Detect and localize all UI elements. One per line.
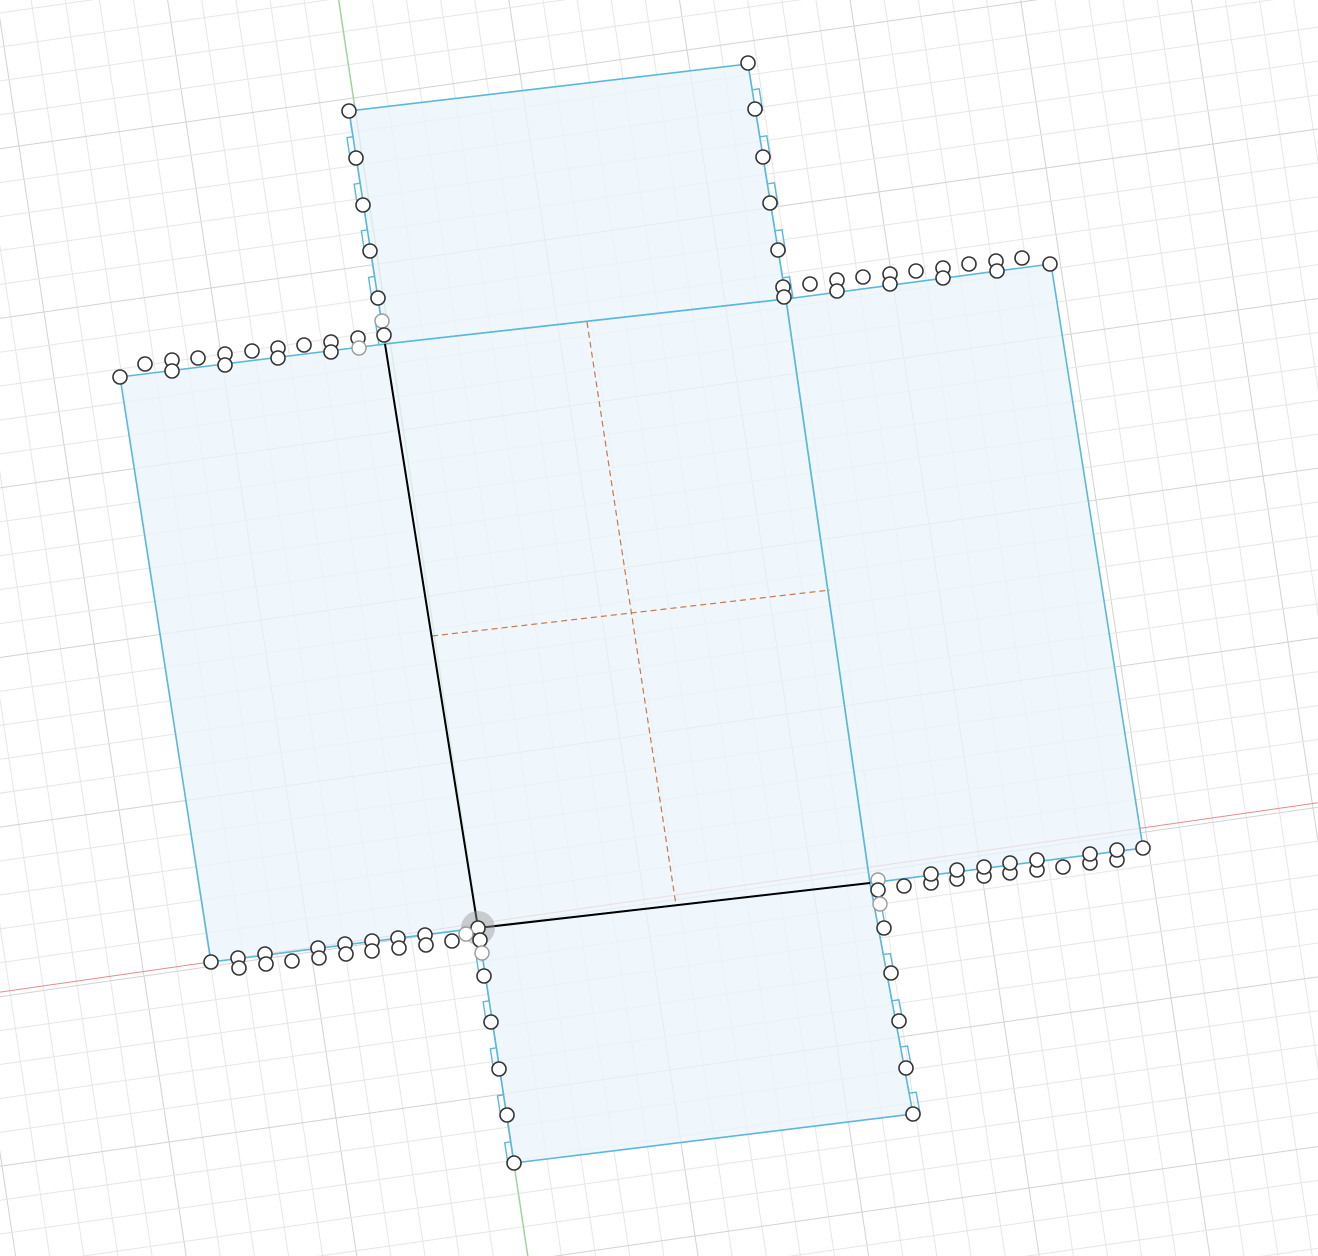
sketch-point[interactable] bbox=[776, 289, 792, 305]
sketch-faces bbox=[119, 63, 1144, 1164]
grid-line bbox=[0, 0, 803, 116]
sketch-point[interactable] bbox=[891, 1013, 907, 1029]
center-left-edge[interactable] bbox=[384, 343, 479, 929]
grid-line bbox=[0, 0, 10, 1256]
sketch-point[interactable] bbox=[458, 926, 474, 942]
sketch-point[interactable] bbox=[476, 968, 492, 984]
sketch-point[interactable] bbox=[896, 878, 912, 894]
sketch-point[interactable] bbox=[112, 369, 128, 385]
sketch-point[interactable] bbox=[1135, 840, 1151, 856]
sketch-point[interactable] bbox=[855, 269, 871, 285]
selected-edges bbox=[384, 343, 871, 929]
sketch-point[interactable] bbox=[499, 1107, 515, 1123]
sketch-point[interactable] bbox=[311, 950, 327, 966]
vertical-centerline[interactable] bbox=[586, 321, 677, 906]
sketch-point[interactable] bbox=[829, 283, 845, 299]
grid-line bbox=[316, 1112, 1318, 1256]
sketch-points bbox=[112, 55, 1151, 1171]
sketch-point[interactable] bbox=[883, 965, 899, 981]
sketch-point[interactable] bbox=[908, 263, 924, 279]
sketch-point[interactable] bbox=[348, 150, 364, 166]
sketch-point[interactable] bbox=[1029, 852, 1045, 868]
grid-line bbox=[80, 1078, 1318, 1256]
sketch-point[interactable] bbox=[391, 940, 407, 956]
sketch-point[interactable] bbox=[770, 242, 786, 258]
sketch-point[interactable] bbox=[1014, 250, 1030, 266]
grid-line bbox=[0, 469, 119, 1256]
grid-line bbox=[0, 0, 1318, 28]
sketch-point[interactable] bbox=[483, 1014, 499, 1030]
sketch-point[interactable] bbox=[444, 933, 460, 949]
sketch-point[interactable] bbox=[976, 859, 992, 875]
sketch-point[interactable] bbox=[270, 350, 286, 366]
sketch-point[interactable] bbox=[506, 1155, 522, 1171]
sketch-point[interactable] bbox=[258, 956, 274, 972]
sketch-point[interactable] bbox=[203, 954, 219, 970]
sketch-point[interactable] bbox=[474, 945, 490, 961]
sketch-point[interactable] bbox=[762, 195, 778, 211]
grid-line bbox=[1259, 0, 1318, 392]
sketch-point[interactable] bbox=[740, 55, 756, 71]
sketch-point[interactable] bbox=[898, 1060, 914, 1076]
construction-lines bbox=[431, 321, 831, 906]
sketch-point[interactable] bbox=[1082, 846, 1098, 862]
sketch-point[interactable] bbox=[418, 937, 434, 953]
sketch-point[interactable] bbox=[190, 350, 206, 366]
sketch-point[interactable] bbox=[137, 356, 153, 372]
sketch-point[interactable] bbox=[472, 932, 488, 948]
center-bottom-edge[interactable] bbox=[477, 882, 871, 929]
grid-line bbox=[1247, 0, 1318, 1256]
sketch-point[interactable] bbox=[364, 943, 380, 959]
sketch-point[interactable] bbox=[1109, 842, 1125, 858]
top-flap[interactable] bbox=[348, 63, 787, 345]
grid-line bbox=[0, 0, 567, 82]
sketch-point[interactable] bbox=[1055, 859, 1071, 875]
sketch-point[interactable] bbox=[755, 149, 771, 165]
sketch-point[interactable] bbox=[882, 276, 898, 292]
grid-line bbox=[1224, 0, 1318, 618]
sketch-point[interactable] bbox=[370, 290, 386, 306]
sketch-point[interactable] bbox=[747, 101, 763, 117]
sketch-point[interactable] bbox=[231, 960, 247, 976]
sketch-point[interactable] bbox=[989, 263, 1005, 279]
sketch-point[interactable] bbox=[351, 340, 367, 356]
sketch-point[interactable] bbox=[362, 243, 378, 259]
sketch-point[interactable] bbox=[802, 276, 818, 292]
sketch-point[interactable] bbox=[876, 920, 892, 936]
sketch-point[interactable] bbox=[323, 344, 339, 360]
sketch-point[interactable] bbox=[870, 882, 886, 898]
grid-line bbox=[1260, 1247, 1318, 1256]
sketch-point[interactable] bbox=[905, 1106, 921, 1122]
sketch-point[interactable] bbox=[244, 343, 260, 359]
sketch-point[interactable] bbox=[341, 103, 357, 119]
grid-line bbox=[1024, 1213, 1318, 1256]
sketch-point[interactable] bbox=[376, 327, 392, 343]
sketch-point[interactable] bbox=[374, 313, 390, 329]
sketch-point[interactable] bbox=[491, 1061, 507, 1077]
sketch-point[interactable] bbox=[217, 357, 233, 373]
grid-line bbox=[788, 1179, 1318, 1256]
sketch-point[interactable] bbox=[935, 270, 951, 286]
sketch-point[interactable] bbox=[1002, 855, 1018, 871]
grid-line bbox=[1293, 0, 1318, 165]
sketch-point[interactable] bbox=[355, 197, 371, 213]
sketch-point[interactable] bbox=[338, 946, 354, 962]
grid-line bbox=[0, 1239, 1318, 1256]
grid-line bbox=[0, 0, 1039, 150]
sketch-point[interactable] bbox=[164, 363, 180, 379]
grid-line bbox=[552, 1145, 1318, 1256]
bottom-flap[interactable] bbox=[477, 882, 914, 1164]
sketch-point[interactable] bbox=[872, 896, 888, 912]
grid-line bbox=[1313, 0, 1318, 1256]
sketch-point[interactable] bbox=[1042, 256, 1058, 272]
sketch-point[interactable] bbox=[961, 256, 977, 272]
sketch-point[interactable] bbox=[284, 953, 300, 969]
grid-line bbox=[0, 1149, 17, 1256]
sketch-point[interactable] bbox=[949, 862, 965, 878]
sketch-point[interactable] bbox=[923, 866, 939, 882]
sketch-point[interactable] bbox=[296, 337, 312, 353]
